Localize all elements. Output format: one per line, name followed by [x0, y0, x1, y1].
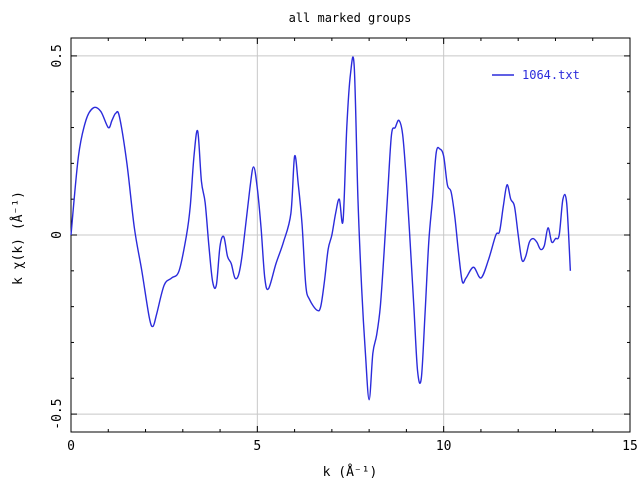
- legend-label: 1064.txt: [522, 68, 580, 82]
- chart-title: all marked groups: [289, 11, 412, 25]
- y-axis-label: k χ(k) (Å⁻¹): [10, 191, 26, 285]
- series-line: [70, 56, 572, 401]
- x-tick-label: 15: [622, 439, 638, 454]
- y-tick-label: 0.5: [50, 44, 65, 67]
- y-tick-label: -0.5: [50, 398, 65, 429]
- axis-ticks: [70, 38, 631, 432]
- x-axis-label: k (Å⁻¹): [323, 464, 378, 480]
- x-tick-labels: 0 5 10 15: [67, 439, 638, 454]
- grid-lines: [71, 38, 630, 432]
- x-tick-label: 10: [436, 439, 452, 454]
- legend: 1064.txt: [492, 68, 580, 82]
- series-lines: [70, 56, 572, 401]
- x-tick-label: 0: [67, 439, 75, 454]
- x-tick-label: 5: [253, 439, 261, 454]
- y-tick-label: 0: [50, 231, 65, 239]
- y-tick-labels: -0.5 0 0.5: [50, 44, 65, 430]
